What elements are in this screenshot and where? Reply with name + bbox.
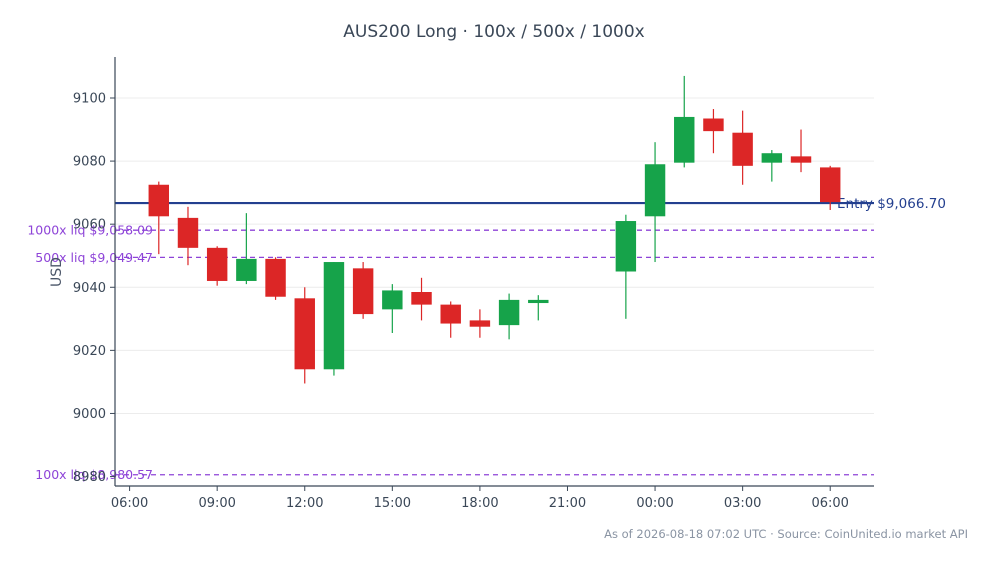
candle-body <box>498 299 520 326</box>
x-tick-label: 21:00 <box>549 496 586 511</box>
candle <box>236 213 257 285</box>
y-tick-label: 9020 <box>73 344 106 359</box>
y-tick-label: 9060 <box>73 218 106 233</box>
candle <box>498 293 520 340</box>
candle-body <box>732 132 753 166</box>
candle <box>761 150 783 182</box>
candle <box>411 277 432 321</box>
y-tick-label: 8980 <box>73 470 106 485</box>
candle-body <box>615 221 637 272</box>
candle <box>819 165 841 210</box>
x-tick-label: 09:00 <box>198 496 235 511</box>
candle <box>528 295 549 321</box>
candle <box>790 129 812 173</box>
y-tick-label: 9000 <box>73 407 106 422</box>
candle <box>323 262 345 376</box>
candle-body <box>148 184 170 217</box>
candle-body <box>352 268 374 315</box>
candle-body <box>382 290 403 310</box>
y-tick-label: 9080 <box>73 155 106 170</box>
candle <box>352 262 374 319</box>
candle-body <box>644 164 666 217</box>
candle-body <box>206 247 228 281</box>
chart-title: AUS200 Long · 100x / 500x / 1000x <box>343 22 644 42</box>
x-tick-label: 00:00 <box>636 496 673 511</box>
candle <box>148 181 170 255</box>
candle-body <box>294 298 315 370</box>
liquidation-label: 100x liq $8,980.57 <box>35 467 153 482</box>
candle-body <box>469 320 491 327</box>
x-tick-label: 18:00 <box>461 496 498 511</box>
candle-body <box>674 116 695 163</box>
gridlines <box>115 97 874 414</box>
candle-body <box>528 299 549 304</box>
candle <box>382 284 403 334</box>
candle <box>177 206 199 266</box>
candle <box>615 214 637 319</box>
x-tick-label: 03:00 <box>724 496 761 511</box>
entry-label: Entry $9,066.70 <box>837 196 946 212</box>
axes: 9000 9020 9040 9060 9080 9100 8980 06:00 09:00 12… <box>73 57 874 511</box>
candle <box>703 109 724 154</box>
x-tick-label: 06:00 <box>811 496 848 511</box>
candle-body <box>440 304 461 324</box>
candle-body <box>411 292 432 305</box>
y-tick-label: 9100 <box>73 92 106 107</box>
candles <box>148 75 841 384</box>
candle-body <box>790 156 812 163</box>
x-tick-label: 12:00 <box>286 496 323 511</box>
candle <box>206 246 228 286</box>
candle <box>469 309 491 338</box>
candle <box>440 301 461 338</box>
reference-lines: 1000x liq $9,058.09 500x liq $9,049.47 100… <box>27 196 946 482</box>
liquidation-label: 500x liq $9,049.47 <box>35 250 153 265</box>
candle-body <box>177 217 199 248</box>
candle-body <box>819 167 841 203</box>
candle-body <box>236 258 257 281</box>
y-tick-label: 9040 <box>73 281 106 296</box>
footer-source: As of 2026-08-18 07:02 UTC · Source: Coi… <box>604 527 968 541</box>
candle <box>674 75 695 168</box>
candle-body <box>323 262 345 370</box>
candle-body <box>703 118 724 132</box>
candle-body <box>265 258 286 297</box>
candle <box>294 287 315 384</box>
candle <box>644 142 666 263</box>
x-tick-label: 06:00 <box>111 496 148 511</box>
candle-body <box>761 153 783 163</box>
x-tick-label: 15:00 <box>374 496 411 511</box>
y-axis-label: USD <box>49 257 65 287</box>
candle <box>265 257 286 300</box>
liquidation-label: 1000x liq $9,058.09 <box>27 223 153 238</box>
candle <box>732 110 753 185</box>
